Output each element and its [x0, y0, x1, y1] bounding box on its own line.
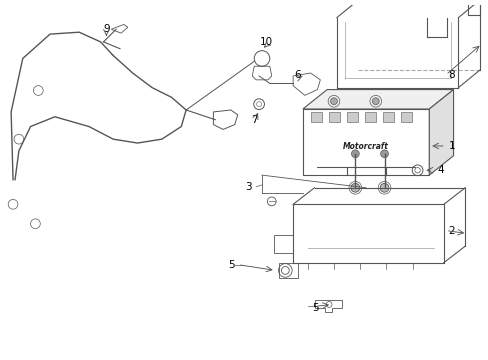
Circle shape [379, 183, 388, 192]
Bar [364, 112, 375, 122]
Bar [278, 263, 297, 278]
Text: 2: 2 [448, 226, 454, 235]
Text: 8: 8 [448, 70, 454, 80]
Polygon shape [428, 90, 453, 175]
Bar [310, 112, 322, 122]
Bar [346, 112, 358, 122]
Circle shape [351, 150, 359, 158]
Circle shape [330, 98, 337, 105]
Text: 5: 5 [228, 260, 234, 270]
Text: 4: 4 [436, 165, 443, 175]
Text: 5: 5 [312, 303, 319, 313]
Circle shape [350, 183, 359, 192]
Text: 3: 3 [245, 182, 252, 192]
Circle shape [380, 150, 387, 158]
Text: 9: 9 [103, 24, 109, 34]
Text: 6: 6 [294, 70, 301, 80]
Text: Motorcraft: Motorcraft [343, 143, 388, 152]
Text: 10: 10 [260, 37, 273, 47]
Text: 7: 7 [250, 115, 257, 125]
Bar [400, 112, 411, 122]
Circle shape [372, 98, 378, 105]
Text: 1: 1 [448, 141, 454, 151]
Bar [382, 112, 393, 122]
Polygon shape [302, 90, 453, 109]
Bar [328, 112, 340, 122]
